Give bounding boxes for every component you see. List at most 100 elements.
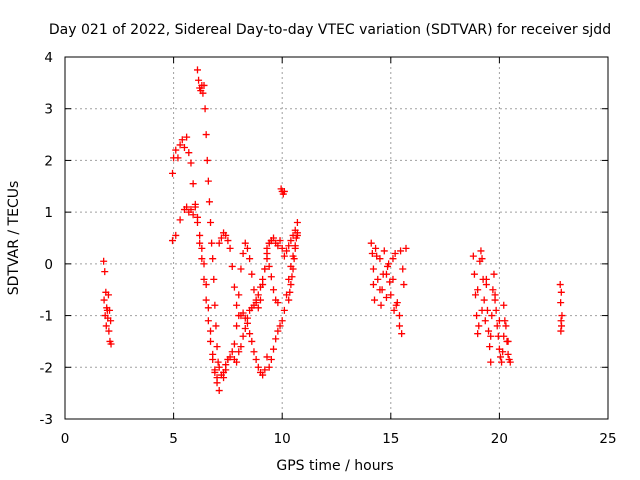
data-point <box>397 247 405 255</box>
data-point <box>384 262 392 270</box>
data-point <box>256 283 264 291</box>
data-point <box>287 281 295 289</box>
data-point <box>293 229 301 237</box>
data-point <box>211 301 219 309</box>
data-point <box>235 348 243 356</box>
data-point <box>230 340 238 348</box>
data-point <box>493 322 501 330</box>
data-point <box>189 211 197 219</box>
data-point <box>502 322 510 330</box>
data-point <box>213 343 221 351</box>
data-point <box>487 332 495 340</box>
data-point <box>241 325 249 332</box>
data-point <box>185 149 193 157</box>
data-point <box>107 317 115 325</box>
data-point <box>226 353 234 361</box>
data-point <box>233 301 241 309</box>
data-point <box>200 260 208 268</box>
data-point <box>243 314 251 322</box>
data-point <box>259 371 267 379</box>
data-point <box>211 368 219 376</box>
data-point <box>196 231 204 239</box>
data-point <box>489 286 497 294</box>
data-point <box>174 154 182 162</box>
data-point <box>239 309 247 317</box>
data-point <box>500 301 508 309</box>
data-point <box>488 312 496 320</box>
data-point <box>557 299 565 307</box>
data-point <box>212 322 220 330</box>
data-point <box>392 301 400 309</box>
data-point <box>198 255 206 263</box>
data-point <box>377 301 385 309</box>
x-tick-label: 15 <box>382 431 399 447</box>
data-point <box>105 327 113 335</box>
data-point <box>250 301 258 309</box>
data-point <box>265 262 273 270</box>
data-point <box>395 312 403 320</box>
data-point <box>220 368 228 376</box>
data-point <box>248 337 256 345</box>
data-point <box>176 216 184 224</box>
data-point <box>490 270 498 278</box>
series-seg-19.5h <box>469 247 514 366</box>
plot-area-frame <box>64 56 609 420</box>
data-points <box>100 66 566 395</box>
data-point <box>265 363 273 371</box>
data-point <box>193 66 201 74</box>
data-point <box>473 312 481 320</box>
data-point <box>391 250 399 258</box>
data-point <box>191 203 199 211</box>
data-point <box>373 252 381 260</box>
x-tick-label: 10 <box>274 431 291 447</box>
data-point <box>195 76 203 84</box>
series-seg-5.0h-upper <box>169 133 221 382</box>
data-point <box>369 281 377 289</box>
data-point <box>274 299 282 307</box>
data-point <box>254 304 262 312</box>
data-point <box>239 250 247 258</box>
data-point <box>267 356 275 364</box>
data-point <box>204 177 212 185</box>
series-seg-1.8h <box>100 257 115 348</box>
data-point <box>241 239 249 247</box>
data-point <box>252 296 260 304</box>
data-point <box>287 237 295 245</box>
data-point <box>499 348 507 356</box>
data-point <box>472 291 480 299</box>
data-point <box>270 286 278 294</box>
data-point <box>202 131 210 139</box>
data-point <box>204 304 212 312</box>
series-seg-9.5h-d <box>263 218 301 260</box>
data-point <box>558 312 566 320</box>
data-point <box>204 317 212 325</box>
data-point <box>376 286 384 294</box>
data-point <box>400 281 408 289</box>
y-tick-label: 1 <box>44 205 53 221</box>
data-point <box>230 283 238 291</box>
data-point <box>259 275 267 283</box>
y-tick-label: 3 <box>44 102 53 118</box>
data-point <box>201 105 209 113</box>
data-point <box>369 265 377 273</box>
data-point <box>368 250 376 258</box>
data-point <box>500 332 508 340</box>
data-point <box>475 322 483 330</box>
data-point <box>293 218 301 226</box>
data-point <box>254 291 262 299</box>
data-point <box>261 265 269 273</box>
data-point <box>183 133 191 141</box>
data-point <box>193 218 201 226</box>
data-point <box>390 306 398 314</box>
data-point <box>209 356 217 364</box>
data-point <box>379 270 387 278</box>
data-point <box>380 247 388 255</box>
data-point <box>237 265 245 273</box>
data-point <box>291 244 299 252</box>
y-tick-label: 0 <box>44 257 53 273</box>
data-point <box>386 278 394 286</box>
series-seg-14.5h <box>367 239 410 338</box>
data-point <box>478 255 486 263</box>
data-point <box>557 288 565 296</box>
